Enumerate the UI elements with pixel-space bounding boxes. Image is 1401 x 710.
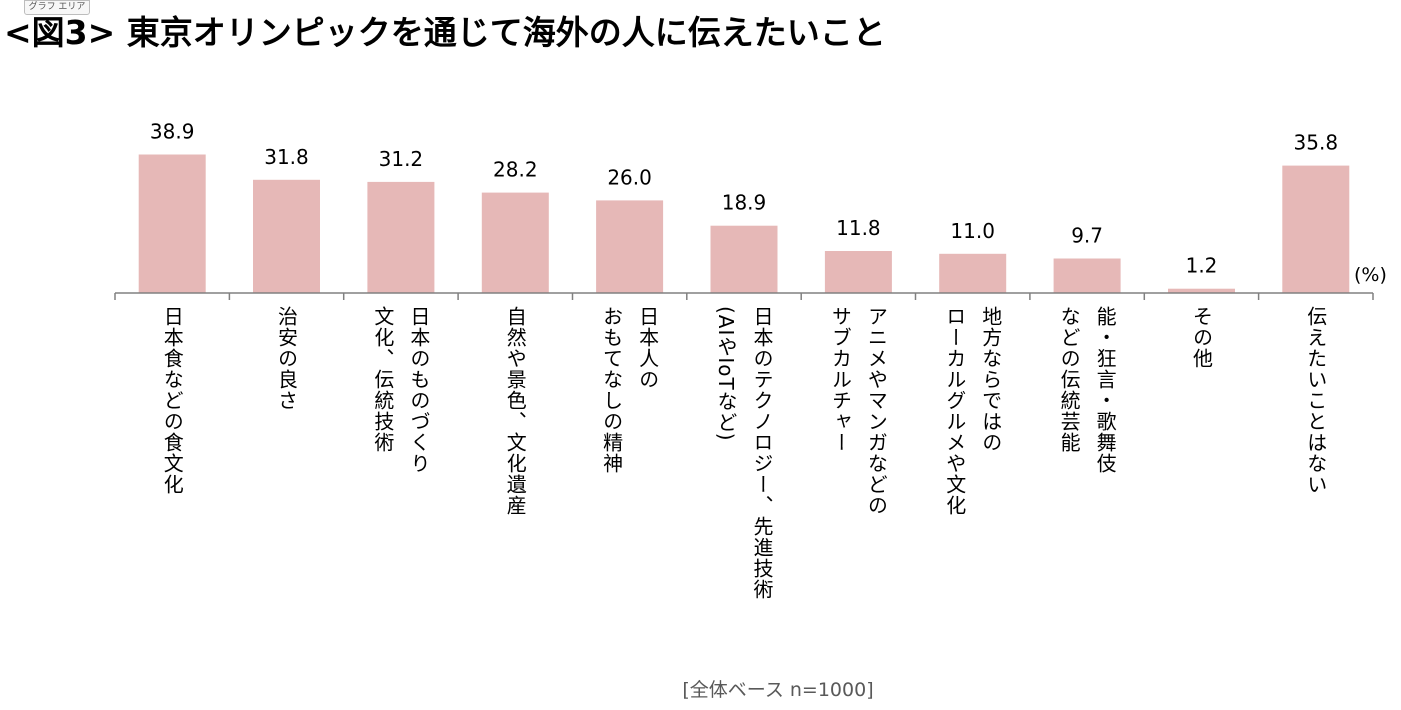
category-label-line: 能・狂言・歌舞伎 (1093, 306, 1118, 474)
value-label-6: 11.8 (836, 216, 881, 240)
bar-10 (1282, 165, 1350, 293)
category-label-line: アニメやマンガなどの (864, 306, 889, 516)
chart-title: <図3> 東京オリンピックを通じて海外の人に伝えたいこと (4, 13, 886, 52)
category-label-1: 治安の良さ (269, 306, 305, 411)
value-label-1: 31.8 (264, 145, 309, 169)
category-label-line: 日本食などの食文化 (160, 306, 185, 495)
value-label-0: 38.9 (150, 120, 195, 144)
value-label-8: 9.7 (1071, 224, 1103, 248)
bar-5 (710, 225, 778, 293)
category-label-4: 日本人の おもてなしの精神 (594, 306, 666, 474)
value-label-2: 31.2 (379, 147, 424, 171)
bar-1 (253, 179, 320, 293)
category-label-10: 伝えたいことはない (1298, 306, 1334, 495)
category-label-line: 自然や景色、文化遺産 (503, 306, 528, 516)
category-label-line: 日本のものづくり (406, 306, 431, 474)
category-label-line: サブカルチャー (828, 306, 853, 453)
unit-label: (%) (1354, 264, 1387, 286)
category-label-line: 伝えたいことはない (1303, 306, 1328, 495)
category-label-5: 日本のテクノロジー、先進技術 (AIやIoTなど) (708, 306, 780, 600)
value-label-9: 1.2 (1186, 254, 1218, 278)
category-label-7: 地方ならではの ローカルグルメや文化 (937, 306, 1009, 516)
category-label-3: 自然や景色、文化遺産 (497, 306, 533, 516)
category-label-9: その他 (1184, 306, 1220, 369)
value-label-10: 35.8 (1294, 131, 1339, 155)
category-label-line: ローカルグルメや文化 (942, 306, 967, 516)
category-label-line: その他 (1189, 306, 1214, 369)
bar-0 (138, 154, 206, 293)
bar-7 (939, 253, 1007, 293)
value-label-5: 18.9 (722, 191, 767, 215)
bar-3 (481, 192, 549, 293)
category-label-8: 能・狂言・歌舞伎 などの伝統芸能 (1051, 306, 1123, 474)
category-label-line: 地方ならではの (978, 306, 1003, 453)
category-label-0: 日本食などの食文化 (154, 306, 190, 495)
category-label-line: などの伝統芸能 (1057, 306, 1082, 453)
bar-2 (367, 181, 435, 293)
footnote: [全体ベース n=1000] (682, 679, 874, 701)
value-label-3: 28.2 (493, 158, 538, 182)
bar-8 (1053, 258, 1121, 293)
bar-4 (596, 200, 664, 293)
value-label-4: 26.0 (607, 165, 652, 189)
chart-area-tag: グラフ エリア (24, 0, 90, 15)
bar-6 (824, 251, 892, 293)
bar-9 (1168, 288, 1235, 293)
category-label-line: 日本のテクノロジー、先進技術 (750, 306, 774, 600)
category-label-line: 日本人の (635, 306, 660, 390)
value-label-7: 11.0 (950, 219, 995, 243)
category-label-line: おもてなしの精神 (599, 306, 624, 474)
category-label-2: 日本のものづくり 文化、伝統技術 (365, 306, 437, 474)
category-label-line: 文化、伝統技術 (370, 306, 395, 453)
category-label-line: 治安の良さ (274, 306, 299, 411)
category-label-6: アニメやマンガなどの サブカルチャー (822, 306, 894, 516)
category-label-line: (AIやIoTなど) (714, 306, 738, 442)
